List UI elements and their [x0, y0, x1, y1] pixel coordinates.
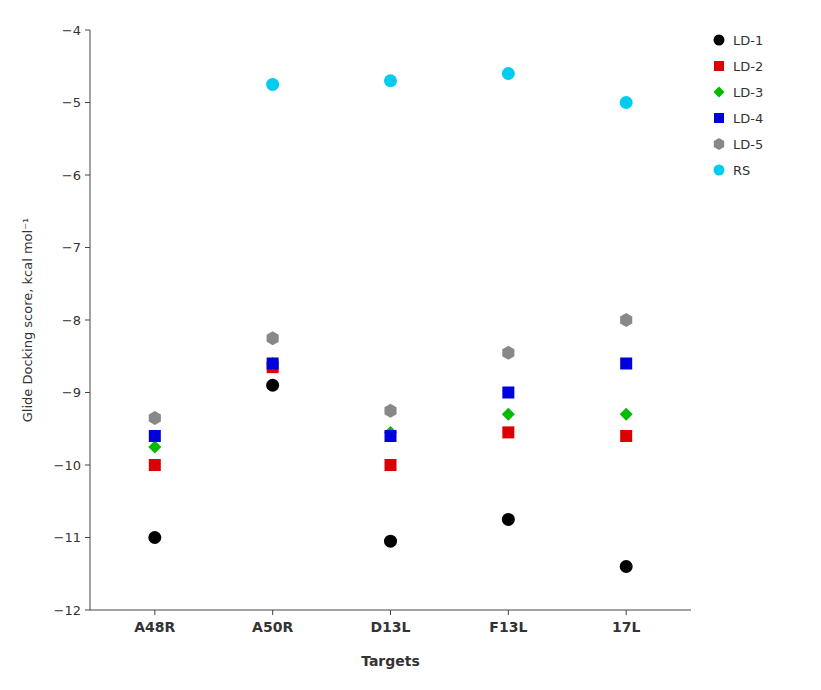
y-tick-label: −10 [54, 458, 81, 473]
point [384, 74, 397, 87]
plot-area [148, 67, 632, 573]
point [384, 535, 397, 548]
point [266, 379, 279, 392]
x-tick-label: A50R [252, 619, 293, 635]
point [148, 440, 161, 453]
series [149, 358, 632, 443]
chart: −12 −11 −10 −9 −8 −7 −6 −5 −4 A48R A50R D13L F13L 17L… [0, 0, 821, 690]
legend-swatch [714, 165, 725, 176]
legend-swatch [714, 35, 725, 46]
legend-swatch [714, 138, 724, 150]
point [502, 513, 515, 526]
y-tick [85, 610, 90, 611]
x-tick [272, 610, 273, 615]
y-tick-label: −11 [54, 530, 81, 545]
point [502, 408, 515, 421]
point [385, 430, 397, 442]
y-tick-label: −7 [62, 240, 81, 255]
series [149, 361, 632, 471]
point [502, 426, 514, 438]
y-axis-label: Glide Docking score, kcal mol⁻¹ [20, 218, 35, 422]
legend: LD-1 LD-2 LD-3 LD-4 LD-5 RS [714, 33, 764, 178]
point [620, 313, 632, 327]
y-tick-label: −12 [54, 603, 81, 618]
point [620, 430, 632, 442]
x-tick-label: 17L [612, 619, 640, 635]
point [267, 331, 279, 345]
series [148, 379, 632, 573]
x-tick [154, 610, 155, 615]
point [267, 358, 279, 370]
legend-swatch [714, 87, 725, 98]
series [148, 357, 632, 453]
x-tick [390, 610, 391, 615]
x-tick [626, 610, 627, 615]
point [149, 430, 161, 442]
y-tick [85, 465, 90, 466]
point [266, 357, 279, 370]
point [149, 411, 161, 425]
series [149, 313, 632, 425]
y-tick-label: −4 [62, 23, 81, 38]
point [620, 358, 632, 370]
series [266, 67, 633, 109]
y-tick [85, 320, 90, 321]
x-axis-label: Targets [361, 653, 420, 669]
x-tick-label: A48R [134, 619, 175, 635]
y-tick-label: −9 [62, 385, 81, 400]
point [385, 459, 397, 471]
y-tick-label: −5 [62, 95, 81, 110]
legend-label: LD-5 [733, 137, 763, 152]
legend-swatch [714, 61, 724, 71]
y-tick [85, 102, 90, 103]
legend-label: LD-3 [733, 85, 763, 100]
point [266, 78, 279, 91]
x-tick-label: F13L [489, 619, 527, 635]
legend-label: LD-4 [733, 111, 763, 126]
point [384, 404, 396, 418]
point [502, 346, 514, 360]
y-tick [85, 392, 90, 393]
legend-label: LD-1 [733, 33, 763, 48]
y-tick-label: −6 [62, 168, 81, 183]
y-tick [85, 537, 90, 538]
legend-label: RS [733, 163, 750, 178]
y-tick [85, 247, 90, 248]
point [620, 560, 633, 573]
point [502, 387, 514, 399]
point [620, 96, 633, 109]
y-tick-label: −8 [62, 313, 81, 328]
legend-label: LD-2 [733, 59, 763, 74]
y-tick [85, 175, 90, 176]
point [620, 408, 633, 421]
x-tick [508, 610, 509, 615]
legend-swatch [714, 113, 724, 123]
point [149, 459, 161, 471]
y-tick [85, 30, 90, 31]
x-tick-label: D13L [370, 619, 410, 635]
point [148, 531, 161, 544]
point [502, 67, 515, 80]
